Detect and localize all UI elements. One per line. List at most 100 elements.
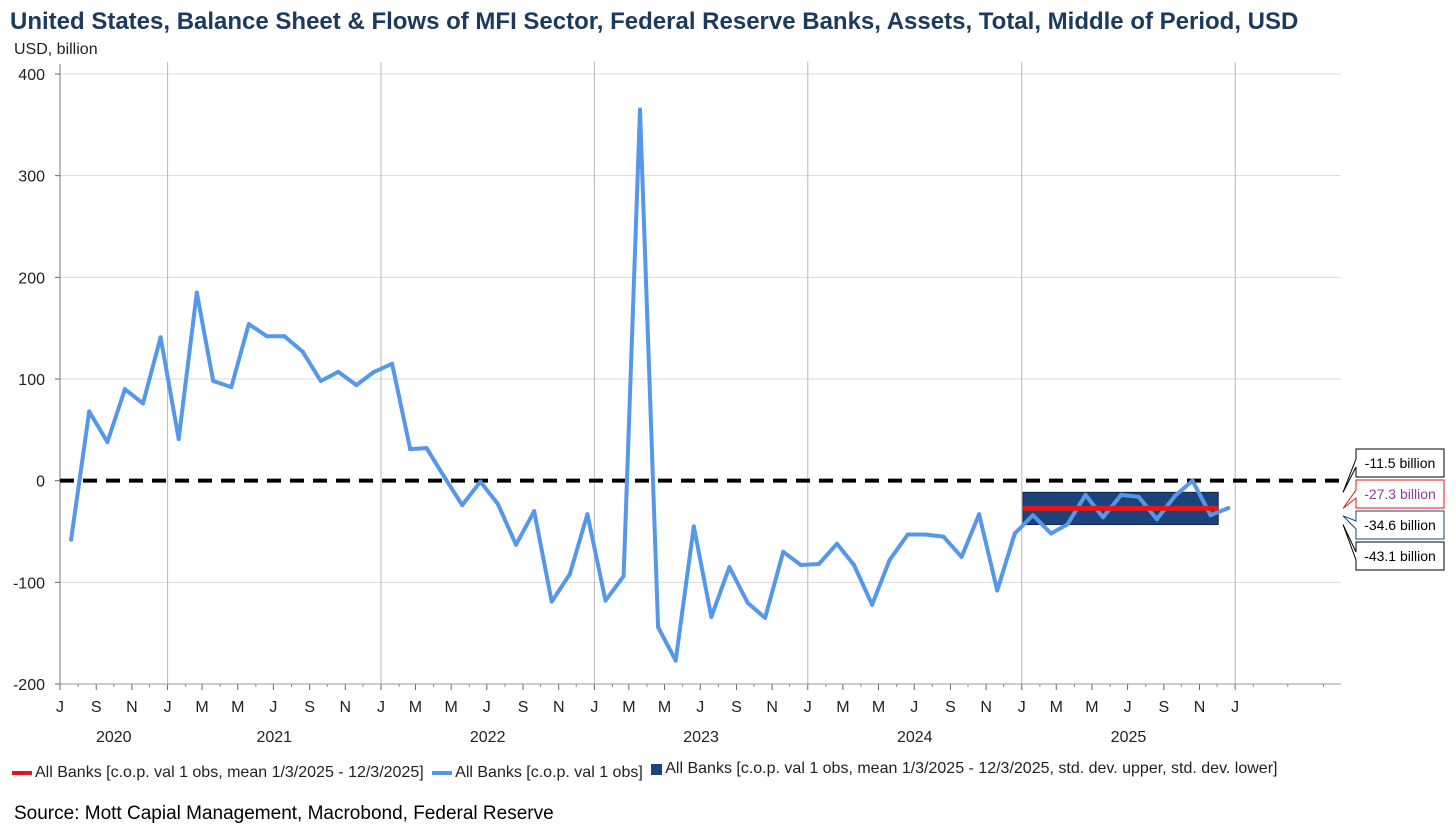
data-point xyxy=(1065,522,1070,527)
x-tick-label: J xyxy=(56,699,64,716)
x-tick-label: S xyxy=(731,699,742,716)
legend-item-mean: All Banks [c.o.p. val 1 obs, mean 1/3/20… xyxy=(12,764,424,782)
y-tick-label: 0 xyxy=(36,474,45,491)
data-point xyxy=(1154,517,1159,522)
data-point xyxy=(1190,478,1195,483)
legend-label-band: All Banks [c.o.p. val 1 obs, mean 1/3/20… xyxy=(665,760,1278,777)
data-point xyxy=(549,599,554,604)
x-tick-label: N xyxy=(980,699,992,716)
x-tick-label: N xyxy=(340,699,352,716)
data-point xyxy=(567,572,572,577)
data-point xyxy=(336,369,341,374)
data-point xyxy=(460,503,465,508)
value-labels-group: -11.5 billion -27.3 billion -34.6 billion -… xyxy=(1342,448,1445,571)
value-label-text: -27.3 billion xyxy=(1364,486,1436,502)
data-point xyxy=(709,614,714,619)
data-point xyxy=(673,658,678,663)
data-point xyxy=(637,107,642,112)
legend-label-series: All Banks [c.o.p. val 1 obs] xyxy=(455,763,643,781)
data-point xyxy=(300,349,305,354)
x-tick-label: J xyxy=(269,699,277,716)
x-tick-label: S xyxy=(1159,699,1170,716)
x-tick-label: S xyxy=(945,699,956,716)
data-point xyxy=(923,532,928,537)
source-note: Source: Mott Capial Management, Macrobon… xyxy=(14,803,554,824)
data-point xyxy=(141,401,146,406)
x-tick-label: M xyxy=(231,699,244,716)
y-tick-label: 400 xyxy=(18,67,45,84)
data-point xyxy=(1083,492,1088,497)
data-point xyxy=(835,541,840,546)
legend-swatch-series xyxy=(432,770,453,775)
data-point xyxy=(532,509,537,514)
x-tick-label: M xyxy=(872,699,885,716)
data-point xyxy=(176,436,181,441)
gridlines xyxy=(60,62,1341,685)
data-point xyxy=(211,379,216,384)
data-point xyxy=(1049,531,1054,536)
x-tick-label: J xyxy=(1124,699,1132,716)
data-point xyxy=(1012,531,1017,536)
data-point xyxy=(727,565,732,570)
x-tick-label: J xyxy=(590,699,598,716)
series-group xyxy=(69,107,1231,663)
x-tick-label: S xyxy=(304,699,315,716)
y-tick-label: 100 xyxy=(18,372,45,389)
data-point xyxy=(354,383,359,388)
data-point xyxy=(1208,513,1213,518)
x-tick-label: M xyxy=(1050,699,1063,716)
data-point xyxy=(229,385,234,390)
data-point xyxy=(282,334,287,339)
value-label-text: -43.1 billion xyxy=(1364,548,1436,564)
data-point xyxy=(390,361,395,366)
y-axis-unit-label: USD, billion xyxy=(14,41,98,58)
data-point xyxy=(691,524,696,529)
y-tick-label: 200 xyxy=(18,270,45,287)
x-tick-label: J xyxy=(483,699,491,716)
data-point xyxy=(1172,493,1177,498)
x-tick-label: J xyxy=(696,699,704,716)
x-tick-label: M xyxy=(195,699,208,716)
data-point xyxy=(1119,492,1124,497)
data-point xyxy=(105,440,110,445)
data-point xyxy=(887,557,892,562)
x-tick-label: S xyxy=(518,699,529,716)
data-point xyxy=(69,537,74,542)
data-point xyxy=(318,379,323,384)
data-point xyxy=(905,532,910,537)
data-point xyxy=(158,335,163,340)
axes: 400 300 200 100 0 -100 -200 J S N J M M J S N J M M J S N J M M J… xyxy=(13,64,1341,746)
data-point xyxy=(977,512,982,517)
data-point xyxy=(656,625,661,630)
data-point xyxy=(424,446,429,451)
legend: All Banks [c.o.p. val 1 obs, mean 1/3/20… xyxy=(12,760,1281,782)
data-point xyxy=(1226,506,1231,511)
data-point xyxy=(621,574,626,579)
value-label-box xyxy=(1342,524,1445,571)
data-point xyxy=(1101,515,1106,520)
data-point xyxy=(478,479,483,484)
x-year-label: 2024 xyxy=(897,729,933,746)
value-label-text: -34.6 billion xyxy=(1364,517,1436,533)
data-point xyxy=(851,563,856,568)
x-tick-label: J xyxy=(1231,699,1239,716)
x-year-label: 2025 xyxy=(1111,729,1147,746)
data-point xyxy=(585,512,590,517)
data-point xyxy=(1136,494,1141,499)
data-point xyxy=(194,290,199,295)
data-point xyxy=(781,549,786,554)
value-label-box xyxy=(1342,479,1445,509)
y-tick-label: 300 xyxy=(18,169,45,186)
legend-swatch-band xyxy=(651,763,663,775)
x-tick-label: S xyxy=(91,699,102,716)
legend-swatch-mean xyxy=(12,770,32,775)
data-point xyxy=(870,602,875,607)
data-point xyxy=(816,562,821,567)
data-point xyxy=(371,369,376,374)
legend-item-series: All Banks [c.o.p. val 1 obs] xyxy=(432,764,643,782)
chart-title: United States, Balance Sheet & Flows of … xyxy=(10,8,1299,35)
legend-item-band: All Banks [c.o.p. val 1 obs, mean 1/3/20… xyxy=(651,760,1277,778)
data-point xyxy=(408,447,413,452)
x-tick-label: J xyxy=(1018,699,1026,716)
series-line xyxy=(69,107,1231,663)
